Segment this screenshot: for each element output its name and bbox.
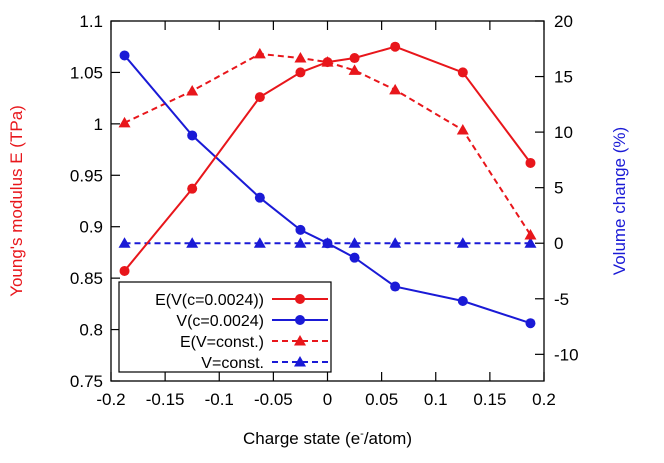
data-point — [253, 47, 266, 59]
x-tick-label: -0.15 — [146, 390, 185, 409]
data-point — [294, 237, 307, 248]
y-right-tick-label: 5 — [554, 179, 563, 198]
legend: E(V(c=0.0024)) V(c=0.0024) E(V=const.) V=co… — [118, 281, 332, 373]
data-point — [186, 84, 199, 96]
y-left-tick-label: 0.95 — [70, 166, 103, 185]
ticks: -0.2 -0.15 -0.1 -0.05 0 0.05 0.1 0.15 0.2 0.75 0.8… — [70, 12, 579, 409]
x-axis-title-suffix: /atom) — [364, 429, 412, 448]
data-point — [253, 237, 266, 248]
data-point — [254, 92, 265, 103]
data-point — [254, 192, 265, 203]
x-tick-label: 0.15 — [473, 390, 506, 409]
data-point — [524, 237, 537, 248]
data-point — [187, 183, 198, 194]
y-right-tick-label: 15 — [554, 68, 573, 87]
data-point — [119, 265, 130, 276]
y-right-tick-label: -10 — [554, 345, 579, 364]
x-tick-label: 0 — [323, 390, 332, 409]
y-left-tick-label: 0.8 — [79, 321, 103, 340]
x-tick-label: 0.05 — [365, 390, 398, 409]
x-axis-title-sup: - — [360, 428, 364, 440]
y-left-tick-label: 1.1 — [79, 12, 103, 31]
data-point — [348, 237, 361, 248]
legend-entries: E(V(c=0.0024)) V(c=0.0024) E(V=const.) V=co… — [155, 292, 328, 372]
data-point — [118, 116, 131, 128]
legend-marker — [294, 356, 306, 367]
y-left-tick-label: 0.85 — [70, 269, 103, 288]
y-right-tick-label: 20 — [554, 12, 573, 31]
data-point — [525, 157, 536, 168]
data-point — [389, 237, 402, 248]
data-point — [348, 64, 361, 75]
data-point — [389, 83, 402, 95]
data-point — [187, 130, 198, 141]
x-tick-label: -0.1 — [205, 390, 234, 409]
data-point — [349, 252, 360, 263]
y-left-tick-label: 0.75 — [70, 372, 103, 391]
x-axis-title-prefix: Charge state (e — [243, 429, 360, 448]
data-point — [118, 237, 131, 248]
data-point — [457, 67, 468, 78]
y-left-tick-label: 0.9 — [79, 218, 103, 237]
data-point — [322, 57, 333, 68]
data-point — [456, 237, 469, 248]
data-point — [295, 67, 306, 78]
data-point — [390, 41, 401, 52]
series-0 — [119, 41, 536, 276]
series-2 — [118, 47, 537, 240]
y-right-axis-title: Volume change (%) — [610, 127, 629, 275]
y-left-tick-label: 1 — [94, 115, 103, 134]
data-point — [524, 228, 537, 240]
data-point — [322, 238, 333, 249]
y-right-tick-label: 10 — [554, 123, 573, 142]
y-right-tick-label: -5 — [554, 290, 569, 309]
data-point — [456, 124, 469, 135]
data-point — [186, 237, 199, 248]
data-point — [294, 52, 307, 63]
x-tick-label: 0.1 — [424, 390, 448, 409]
y-left-tick-label: 1.05 — [70, 63, 103, 82]
legend-label: V=const. — [201, 355, 264, 372]
data-point — [525, 318, 536, 329]
legend-marker — [294, 335, 306, 346]
data-point — [457, 296, 468, 306]
series-1 — [119, 50, 536, 329]
legend-label: E(V=const.) — [180, 334, 264, 351]
data-point — [295, 224, 306, 235]
legend-marker — [295, 294, 305, 304]
x-axis-title: Charge state (e-/atom) — [243, 428, 412, 448]
y-left-axis-title: Young's modulus E (TPa) — [7, 105, 26, 297]
data-point — [119, 50, 130, 61]
x-tick-label: -0.05 — [254, 390, 293, 409]
data-point — [349, 53, 360, 64]
legend-label: E(V(c=0.0024)) — [155, 292, 264, 309]
legend-label: V(c=0.0024) — [176, 313, 264, 330]
series-layer — [118, 41, 537, 329]
y-right-tick-label: 0 — [554, 234, 563, 253]
x-tick-label: 0.2 — [532, 390, 556, 409]
x-tick-label: -0.2 — [96, 390, 125, 409]
legend-marker — [295, 315, 305, 325]
data-point — [390, 281, 401, 292]
